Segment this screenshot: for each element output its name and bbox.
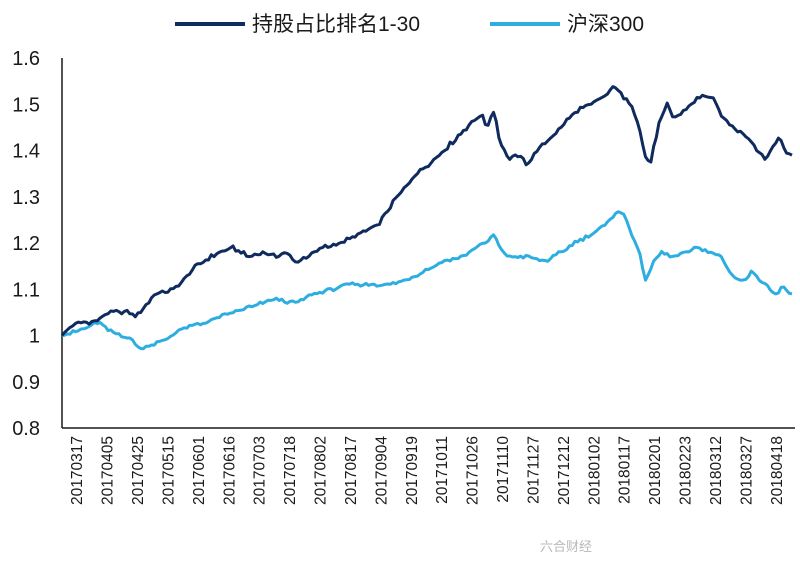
- series-line-2: [61, 210, 793, 351]
- y-tick-label: 1.1: [12, 279, 40, 301]
- y-tick-label: 1.4: [12, 141, 40, 163]
- x-tick-label: 20170904: [373, 436, 390, 505]
- y-tick-label: 0.9: [12, 372, 40, 394]
- x-tick-label: 20180312: [708, 436, 725, 505]
- y-tick-label: 1.6: [12, 48, 40, 70]
- y-axis-ticks: 0.8 0.9 1 1.1 1.2 1.3 1.4 1.5 1.6: [12, 48, 40, 440]
- legend-label-series-2: 沪深300: [567, 13, 644, 36]
- y-tick-label: 1.3: [12, 187, 40, 209]
- series-line-1: [60, 85, 793, 337]
- y-tick-label: 0.8: [12, 418, 40, 440]
- x-tick-label: 20180117: [617, 436, 634, 504]
- x-tick-label: 20171127: [525, 436, 542, 504]
- y-tick-label: 1: [29, 326, 40, 348]
- legend-label-series-1: 持股占比排名1-30: [252, 13, 420, 36]
- x-tick-label: 20170718: [282, 436, 299, 505]
- x-tick-label: 20170817: [343, 436, 360, 505]
- x-tick-label: 20171212: [556, 436, 573, 505]
- x-tick-label: 20170515: [160, 436, 177, 505]
- x-tick-label: 20180201: [647, 436, 664, 505]
- x-tick-label: 20170802: [313, 436, 330, 505]
- y-tick-label: 1.2: [12, 233, 40, 255]
- x-tick-label: 20180223: [678, 436, 695, 505]
- x-tick-label: 20171011: [434, 436, 451, 504]
- x-axis-ticks: 20170317 20170405 20170425 20170515 20170601…: [69, 436, 786, 505]
- x-tick-label: 20170601: [191, 436, 208, 505]
- x-tick-label: 20180418: [769, 436, 786, 505]
- x-tick-label: 20170703: [252, 436, 269, 505]
- x-tick-label: 20170425: [130, 436, 147, 505]
- y-tick-label: 1.5: [12, 94, 40, 116]
- x-tick-label: 20180327: [738, 436, 755, 505]
- x-tick-label: 20170317: [69, 436, 86, 505]
- x-tick-label: 20170616: [221, 436, 238, 505]
- x-tick-label: 20170919: [404, 436, 421, 505]
- x-tick-label: 20180102: [586, 436, 603, 505]
- x-tick-label: 20170405: [100, 436, 117, 505]
- chart-legend: 持股占比排名1-30 沪深300: [175, 13, 644, 36]
- series-layer: [60, 85, 793, 351]
- watermark-text: 六合财经: [540, 539, 593, 554]
- x-tick-label: 20171110: [495, 436, 512, 503]
- x-tick-label: 20171026: [465, 436, 482, 505]
